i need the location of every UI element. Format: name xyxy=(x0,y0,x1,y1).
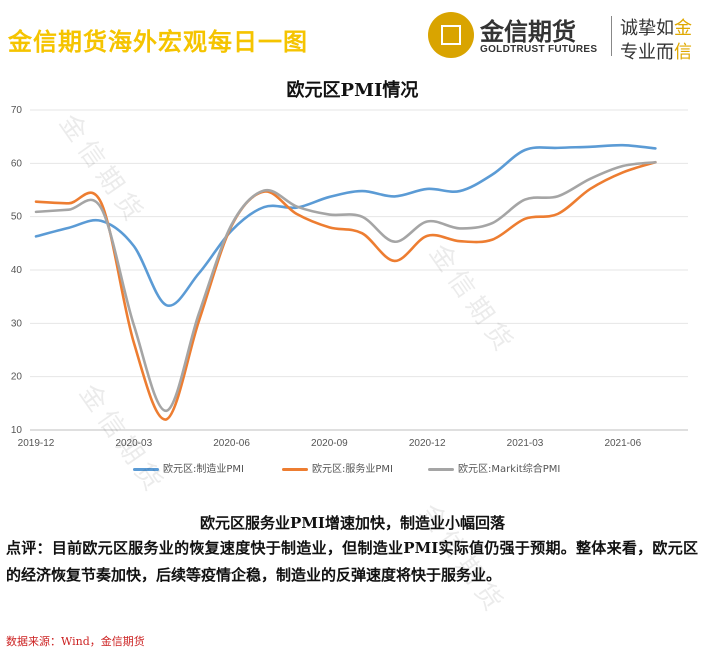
series-line-3 xyxy=(34,160,657,413)
legend-swatch xyxy=(282,467,308,471)
x-tick-label: 2020-06 xyxy=(213,438,250,449)
legend-swatch xyxy=(428,467,454,471)
y-tick-label: 70 xyxy=(11,105,23,116)
x-tick-label: 2020-12 xyxy=(409,438,446,449)
y-tick-label: 60 xyxy=(11,158,23,169)
x-tick-label: 2020-09 xyxy=(311,438,348,449)
headline: 欧元区服务业PMI增速加快，制造业小幅回落 xyxy=(200,514,505,532)
commentary: 点评：目前欧元区服务业的恢复速度快于制造业，但制造业PMI实际值仍强于预期。整体… xyxy=(6,535,698,589)
legend-swatch xyxy=(133,467,159,471)
report-title: 金信期货海外宏观每日一图 xyxy=(8,27,308,56)
x-tick-label: 2021-03 xyxy=(507,438,544,449)
y-tick-label: 30 xyxy=(11,318,23,329)
brand-name-en: GOLDTRUST FUTURES xyxy=(480,44,598,55)
chart-title: 欧元区PMI情况 xyxy=(286,80,419,101)
brand-name-cn: 金信期货 xyxy=(480,18,576,46)
logo-divider xyxy=(611,16,612,56)
comment-text: 目前欧元区服务业的恢复速度快于制造业，但制造业PMI实际值仍强于预期。整体来看，… xyxy=(6,539,698,584)
series-line-2 xyxy=(34,160,657,421)
legend-item-3: 欧元区:Markit综合PMI xyxy=(428,462,560,478)
legend-label: 欧元区:服务业PMI xyxy=(312,464,393,475)
y-tick-label: 20 xyxy=(11,372,23,383)
y-tick-label: 40 xyxy=(11,265,23,276)
pmi-line-chart: 10 20 30 40 50 60 70 2019-12 2020-03 2020-06 2020-… xyxy=(11,105,688,449)
data-source: 数据来源：Wind，金信期货 xyxy=(6,635,145,648)
slogan-line-2: 专业而信 xyxy=(620,42,692,63)
legend-item-1: 欧元区:制造业PMI xyxy=(133,462,244,478)
legend-label: 欧元区:制造业PMI xyxy=(163,464,244,475)
chart-legend: 欧元区:制造业PMI 欧元区:服务业PMI 欧元区:Markit综合PMI xyxy=(0,462,705,480)
series-line-1 xyxy=(34,143,657,307)
legend-item-2: 欧元区:服务业PMI xyxy=(282,462,393,478)
coin-logo-icon xyxy=(428,12,474,58)
comment-label: 点评： xyxy=(6,539,52,557)
x-tick-label: 2020-03 xyxy=(115,438,152,449)
x-tick-label: 2019-12 xyxy=(18,438,55,449)
legend-label: 欧元区:Markit综合PMI xyxy=(458,464,561,475)
y-tick-label: 50 xyxy=(11,212,23,223)
y-tick-label: 10 xyxy=(11,425,23,436)
x-tick-label: 2021-06 xyxy=(604,438,641,449)
slogan-line-1: 诚挚如金 xyxy=(620,18,692,39)
header-banner: 金信期货海外宏观每日一图 金信期货 GOLDTRUST FUTURES 诚挚如金… xyxy=(0,0,705,70)
